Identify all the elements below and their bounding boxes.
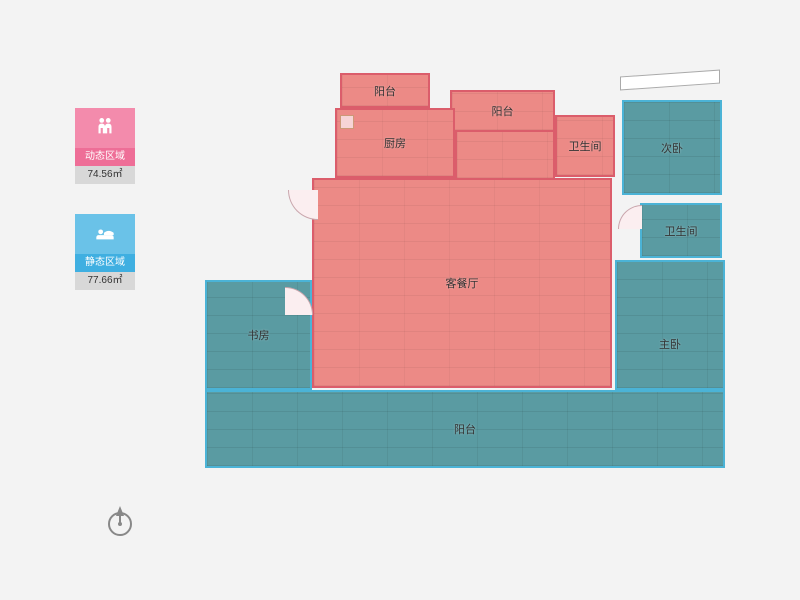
room-bath1: 卫生间	[555, 115, 615, 177]
door-arc	[618, 205, 642, 229]
sleep-icon	[75, 214, 135, 254]
room-label: 书房	[248, 327, 270, 343]
legend-static-value: 77.66㎡	[75, 272, 135, 290]
compass-icon	[100, 500, 140, 540]
room-balcony-top-left: 阳台	[340, 73, 430, 108]
room-label: 阳台	[374, 83, 396, 99]
legend-dynamic-value: 74.56㎡	[75, 166, 135, 184]
floorplan: 阳台 阳台 厨房 卫生间 次卧 卫生间 客餐厅 主卧 书房 阳台	[190, 55, 750, 535]
room-label: 卫生间	[569, 138, 602, 154]
room-label: 次卧	[661, 140, 683, 156]
legend: 动态区域 74.56㎡ 静态区域 77.66㎡	[75, 108, 135, 320]
room-master-bed: 主卧	[615, 260, 725, 390]
room-living: 客餐厅	[312, 178, 612, 388]
window-top	[620, 70, 720, 91]
legend-static-label: 静态区域	[75, 254, 135, 272]
people-icon	[75, 108, 135, 148]
legend-static: 静态区域 77.66㎡	[75, 214, 135, 290]
room-label: 客餐厅	[446, 275, 479, 291]
legend-dynamic: 动态区域 74.56㎡	[75, 108, 135, 184]
room-label: 阳台	[492, 103, 514, 119]
room-balcony-bottom: 阳台	[205, 390, 725, 468]
room-second-bed: 次卧	[622, 100, 722, 195]
room-label: 阳台	[454, 421, 476, 437]
room-label: 主卧	[659, 336, 681, 352]
room-living-ext	[455, 132, 555, 180]
sink-icon	[340, 115, 354, 129]
room-balcony-top-right: 阳台	[450, 90, 555, 132]
room-label: 卫生间	[665, 223, 698, 239]
room-bath2: 卫生间	[640, 203, 722, 258]
legend-dynamic-label: 动态区域	[75, 148, 135, 166]
door-arc	[288, 190, 318, 220]
room-label: 厨房	[384, 135, 406, 151]
